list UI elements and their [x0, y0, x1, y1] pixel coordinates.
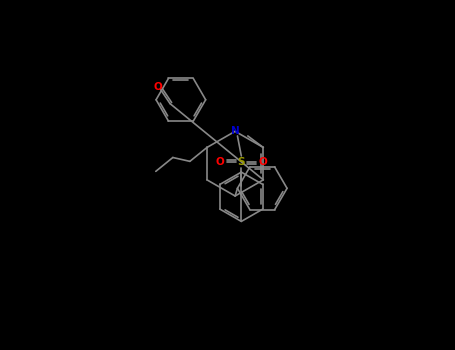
Text: O: O — [215, 157, 224, 167]
Text: O: O — [258, 157, 268, 167]
Text: S: S — [238, 157, 245, 167]
Text: O: O — [153, 82, 162, 92]
Text: N: N — [231, 126, 239, 136]
